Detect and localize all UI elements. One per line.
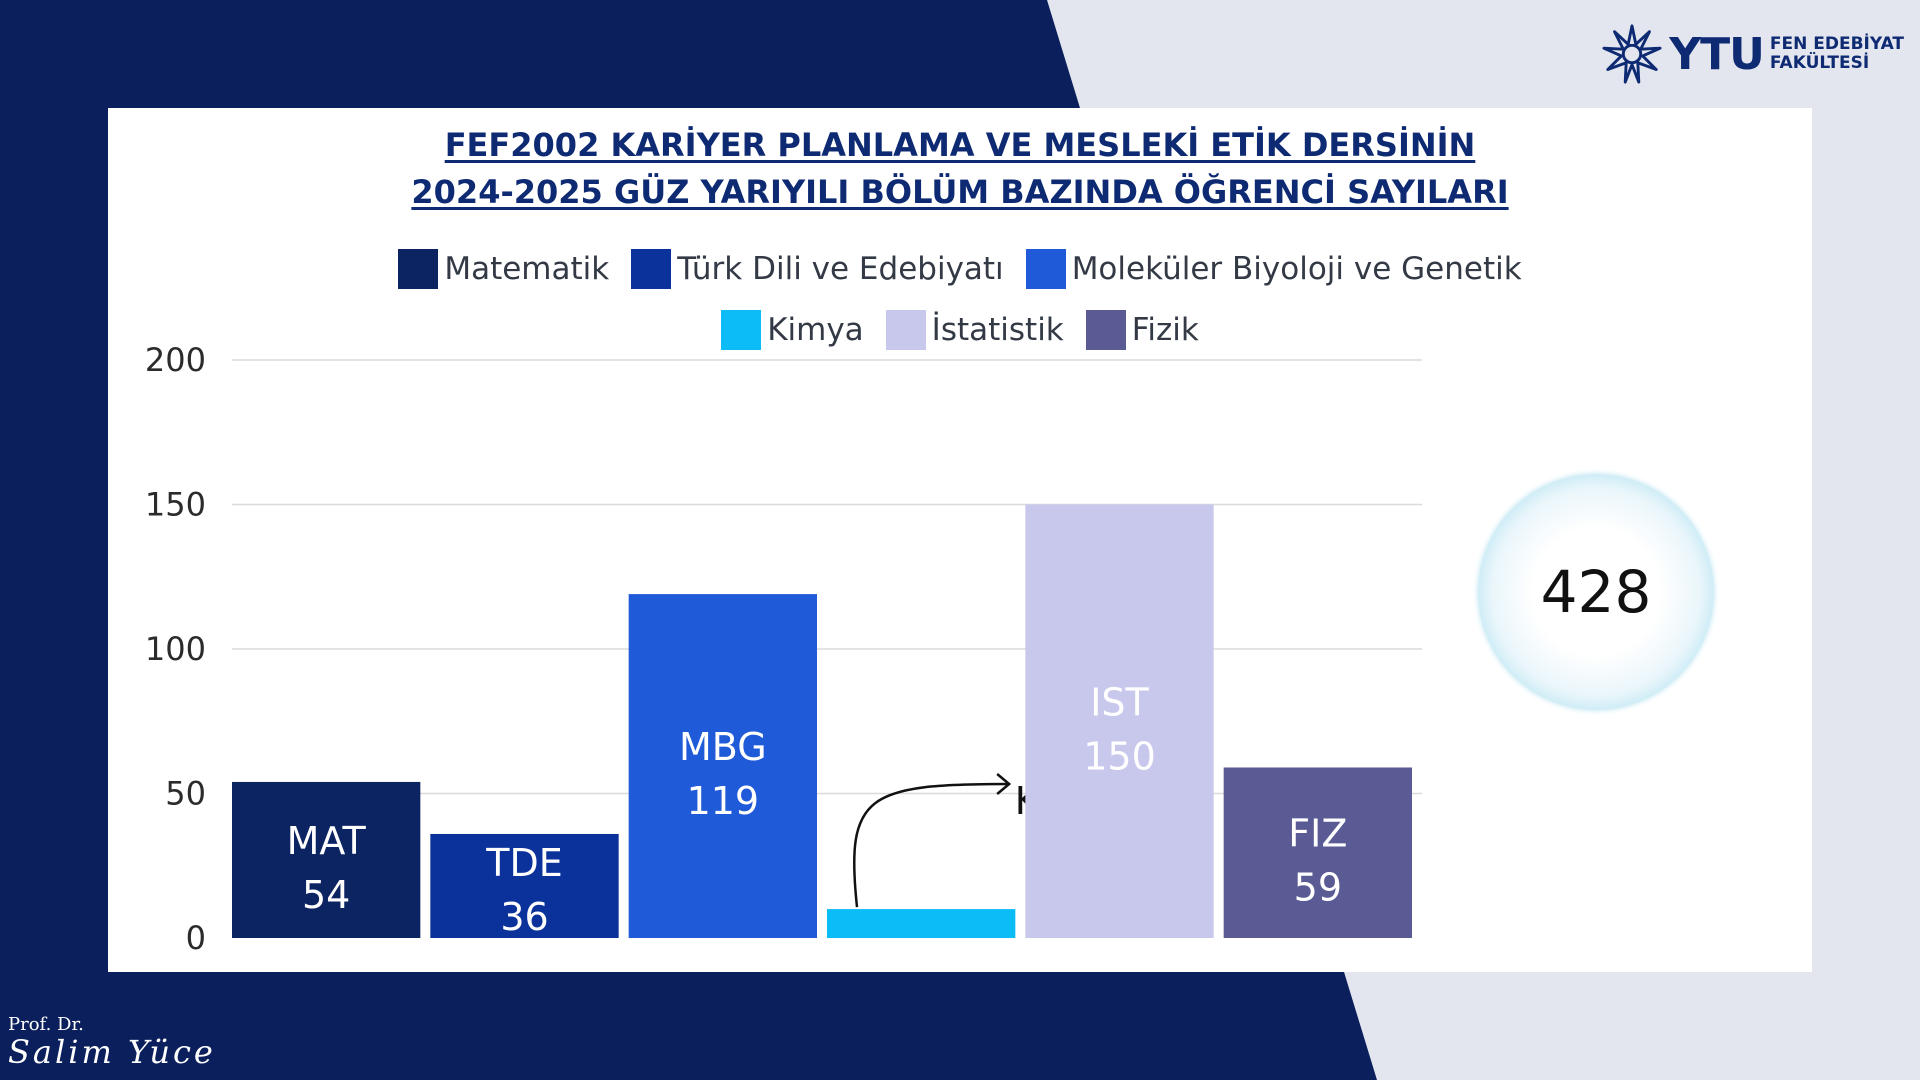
legend-swatch: [1025, 248, 1066, 289]
arrow-head: [996, 773, 1012, 795]
logo-line-2: FAKÜLTESİ: [1769, 53, 1870, 73]
bar-category-label: FIZ: [1288, 812, 1347, 856]
bar-value-label: 150: [1083, 734, 1156, 778]
legend-label: Moleküler Biyoloji ve Genetik: [1071, 250, 1522, 287]
legend-item: İstatistik: [885, 309, 1064, 350]
legend-label: Türk Dili ve Edebiyatı: [677, 250, 1004, 287]
chart-title-line-1: FEF2002 KARİYER PLANLAMA VE MESLEKİ ETİK…: [444, 126, 1476, 164]
chart-title: FEF2002 KARİYER PLANLAMA VE MESLEKİ ETİK…: [108, 122, 1812, 216]
legend-swatch: [398, 248, 439, 289]
bar-chart: 050100150200MAT54TDE36MBG119KIM10IST150F…: [145, 341, 1422, 957]
legend-item: Moleküler Biyoloji ve Genetik: [1025, 248, 1522, 289]
legend-swatch: [885, 309, 926, 350]
bar-value-label: 59: [1294, 866, 1342, 910]
legend-item: Türk Dili ve Edebiyatı: [631, 248, 1004, 289]
legend-swatch: [1085, 309, 1126, 350]
y-tick-label: 100: [145, 630, 206, 668]
bar-category-label: IST: [1090, 680, 1149, 724]
chart-title-line-2: 2024-2025 GÜZ YARIYILI BÖLÜM BAZINDA ÖĞR…: [411, 173, 1509, 211]
legend-item: Matematik: [398, 248, 610, 289]
signature-name: Salim Yüce: [8, 1033, 216, 1071]
legend-swatch: [631, 248, 672, 289]
bar-ist: [1025, 504, 1214, 938]
logo-faculty-name: FEN EDEBİYAT FAKÜLTESİ: [1770, 35, 1904, 73]
bar-category-label: MAT: [287, 819, 367, 863]
bar-kim: [827, 909, 1016, 938]
legend-row: Matematik Türk Dili ve Edebiyatı Moleküler…: [108, 238, 1812, 299]
bar-tde: [430, 833, 619, 938]
total-count-bubble: 428: [1478, 474, 1714, 710]
signature-title: Prof. Dr.: [8, 1014, 84, 1035]
bar-category-label: TDE: [485, 841, 562, 885]
total-count-value: 428: [1540, 558, 1652, 626]
faculty-logo: YTU FEN EDEBİYAT FAKÜLTESİ: [1601, 22, 1904, 86]
label-arrow: [853, 782, 1010, 908]
legend-label: Fizik: [1131, 311, 1199, 348]
bar-mat: [232, 781, 421, 938]
legend-label: Kimya: [767, 311, 864, 348]
y-tick-label: 0: [186, 919, 206, 957]
legend-label: Matematik: [444, 250, 610, 287]
bar-mbg: [628, 594, 817, 938]
bar-value-label: 54: [302, 873, 350, 917]
bar-value-label: 119: [687, 779, 760, 823]
y-tick-label: 200: [145, 341, 206, 379]
bar-value-label: 36: [500, 895, 548, 939]
legend-item: Kimya: [721, 309, 864, 350]
legend-label: İstatistik: [931, 311, 1064, 348]
chart-legend: Matematik Türk Dili ve Edebiyatı Moleküler…: [108, 238, 1812, 360]
logo-line-1: FEN EDEBİYAT: [1769, 34, 1904, 54]
signature: Prof. Dr. Salim Yüce: [8, 1014, 216, 1071]
star-burst-icon: [1602, 24, 1662, 84]
legend-row: Kimya İstatistik Fizik: [108, 299, 1812, 360]
y-tick-label: 150: [145, 486, 206, 524]
bar-category-label: MBG: [679, 725, 767, 769]
legend-item: Fizik: [1085, 309, 1199, 350]
bar-fiz: [1223, 767, 1412, 938]
y-tick-label: 50: [165, 775, 206, 813]
chart-card: FEF2002 KARİYER PLANLAMA VE MESLEKİ ETİK…: [108, 108, 1812, 972]
legend-swatch: [721, 309, 762, 350]
logo-brand: YTU: [1669, 28, 1765, 80]
